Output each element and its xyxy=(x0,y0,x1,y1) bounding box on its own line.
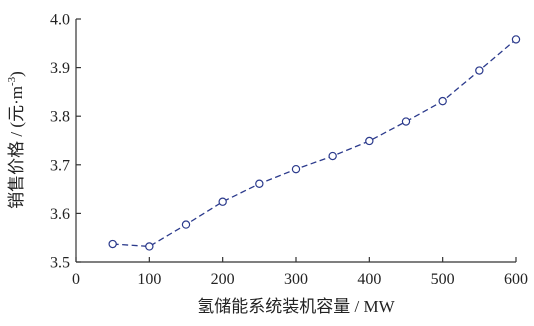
data-point xyxy=(511,35,521,44)
data-point xyxy=(145,242,154,251)
axes xyxy=(75,19,516,263)
y-ticks: 3.5 3.6 3.7 3.8 3.9 4.0 xyxy=(50,12,81,272)
y-tick-label: 3.6 xyxy=(50,206,70,223)
x-axis-title: 氢储能系统装机容量 / MW xyxy=(197,297,395,316)
x-tick-label: 300 xyxy=(284,271,308,288)
data-point xyxy=(365,136,374,146)
y-tick-label: 3.8 xyxy=(50,109,70,126)
y-axis-title: 销售价格 / (元·m-3) xyxy=(6,71,26,209)
data-point xyxy=(401,117,411,126)
series-line xyxy=(112,38,517,248)
x-tick-label: 600 xyxy=(504,271,528,288)
data-point xyxy=(218,197,227,206)
data-point xyxy=(475,66,484,75)
data-point xyxy=(438,96,447,106)
series-group xyxy=(108,35,521,251)
x-tick-label: 0 xyxy=(72,271,80,288)
y-axis-title-main: 销售价格 / (元·m xyxy=(7,86,26,209)
data-point xyxy=(291,164,301,174)
y-axis-title-superscript: -3 xyxy=(6,76,18,86)
x-tick-label: 400 xyxy=(357,271,381,288)
data-point xyxy=(181,220,191,229)
data-point xyxy=(108,239,117,249)
x-tick-label: 100 xyxy=(137,271,161,288)
x-tick-label: 200 xyxy=(211,271,235,288)
y-tick-label: 3.5 xyxy=(50,255,70,272)
y-tick-label: 3.9 xyxy=(50,60,70,77)
x-ticks: 0 100 200 300 400 500 600 xyxy=(72,257,528,288)
data-point xyxy=(255,179,264,188)
data-point xyxy=(328,151,337,161)
y-tick-label: 4.0 xyxy=(50,12,70,29)
y-axis-title-end: ) xyxy=(7,71,26,77)
x-tick-label: 500 xyxy=(431,271,455,288)
y-tick-label: 3.7 xyxy=(50,157,70,174)
